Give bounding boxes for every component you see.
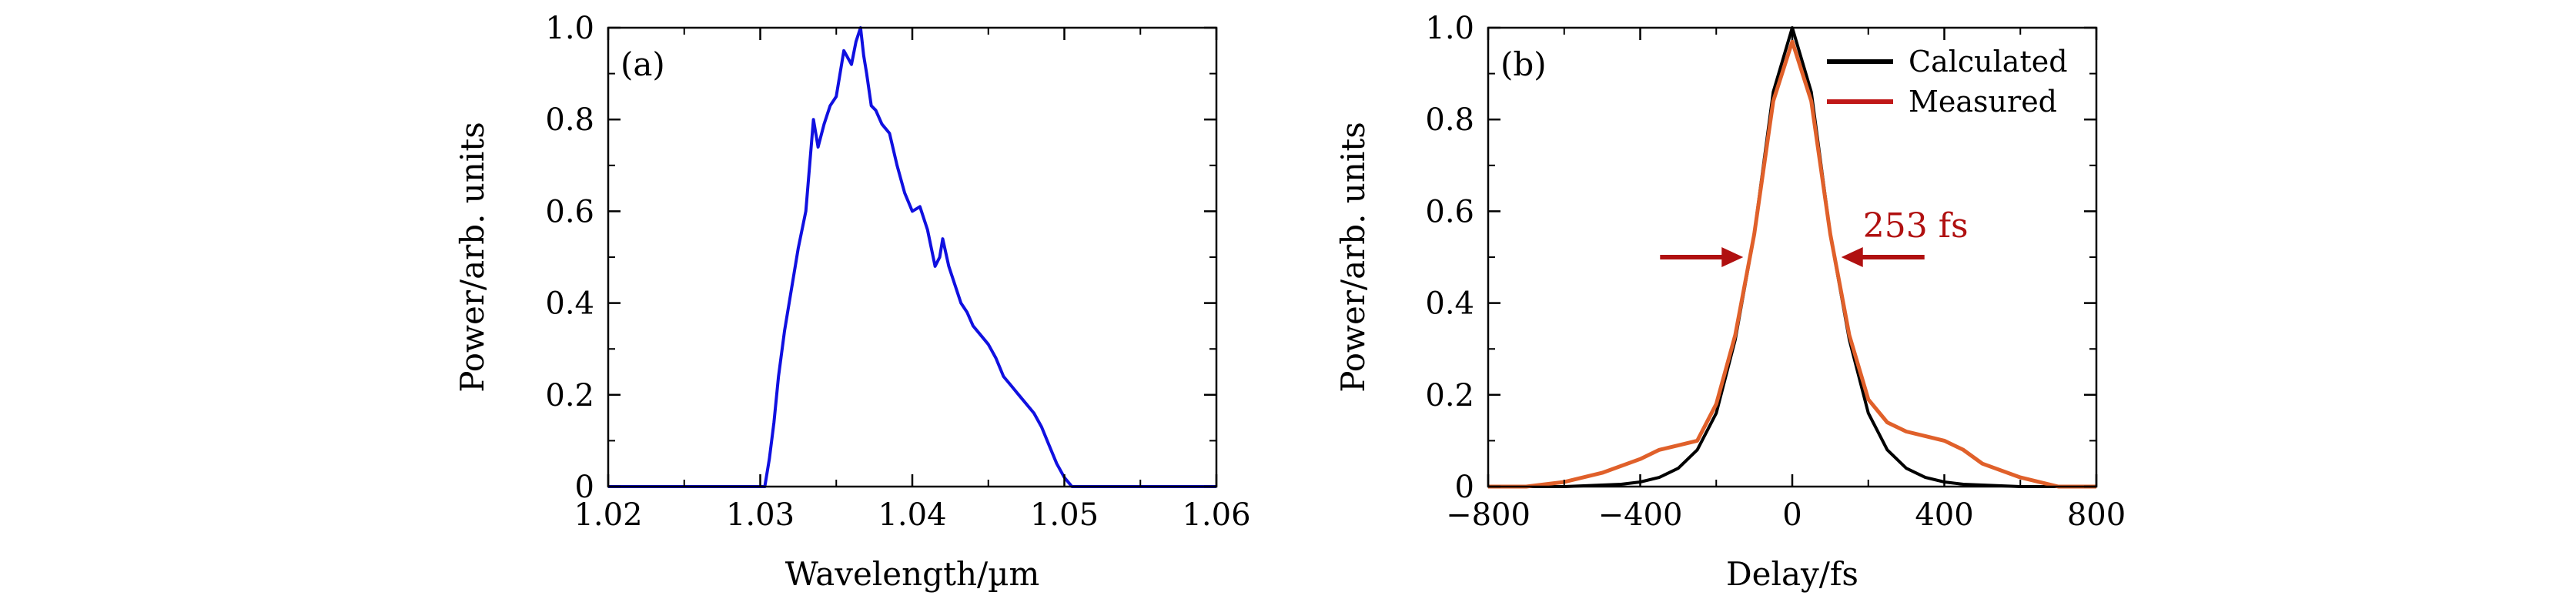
x-tick-label: −400 — [1598, 497, 1683, 533]
panel-label: (a) — [621, 45, 665, 83]
legend-label-calculated: Calculated — [1909, 45, 2068, 79]
x-tick-label: 0 — [1782, 497, 1802, 533]
y-tick-label: 0.4 — [1425, 286, 1474, 322]
y-axis-title: Power/arb. units — [1334, 122, 1372, 393]
y-tick-label: 0.6 — [1425, 194, 1474, 229]
series-line-measured — [1488, 39, 2096, 489]
fwhm-arrowhead-left — [1721, 247, 1744, 267]
fwhm-arrowhead-right — [1841, 247, 1863, 267]
y-tick-label: 0.2 — [545, 378, 594, 413]
x-axis-title: Wavelength/µm — [785, 555, 1040, 593]
y-tick-label: 0 — [575, 470, 594, 505]
x-tick-label: 1.03 — [726, 497, 795, 533]
x-tick-label: 1.02 — [574, 497, 642, 533]
panel-a: 1.02 1.03 1.04 1.05 1.06 0 0.2 0.4 0.6 0.8 1.0 Wave… — [453, 11, 1251, 593]
x-tick-label: 1.05 — [1030, 497, 1099, 533]
x-tick-label: 1.04 — [878, 497, 946, 533]
y-tick-label: 0.8 — [545, 102, 594, 138]
y-tick-label: 0.6 — [545, 194, 594, 229]
x-axis-title: Delay/fs — [1726, 555, 1858, 593]
y-tick-label: 1.0 — [1425, 11, 1474, 46]
y-tick-label: 0.8 — [1425, 102, 1474, 138]
x-tick-label: 400 — [1915, 497, 1973, 533]
fwhm-annotation: 253 fs — [1863, 206, 1969, 246]
y-tick-label: 0.2 — [1425, 378, 1474, 413]
x-tick-label: −800 — [1446, 497, 1531, 533]
y-tick-label: 0.4 — [545, 286, 594, 322]
x-tick-label: 1.06 — [1182, 497, 1250, 533]
legend-label-measured: Measured — [1909, 85, 2057, 119]
x-tick-label: 800 — [2067, 497, 2126, 533]
y-tick-label: 1.0 — [545, 11, 594, 46]
panel-label: (b) — [1500, 45, 1547, 83]
series-line-spectrum — [608, 26, 1216, 488]
y-axis-title: Power/arb. units — [453, 122, 491, 393]
y-tick-label: 0 — [1455, 470, 1474, 505]
panel-b: −800 −400 0 400 800 0 0.2 0.4 0.6 0.8 1.0 Delay/fs P… — [1334, 11, 2126, 593]
